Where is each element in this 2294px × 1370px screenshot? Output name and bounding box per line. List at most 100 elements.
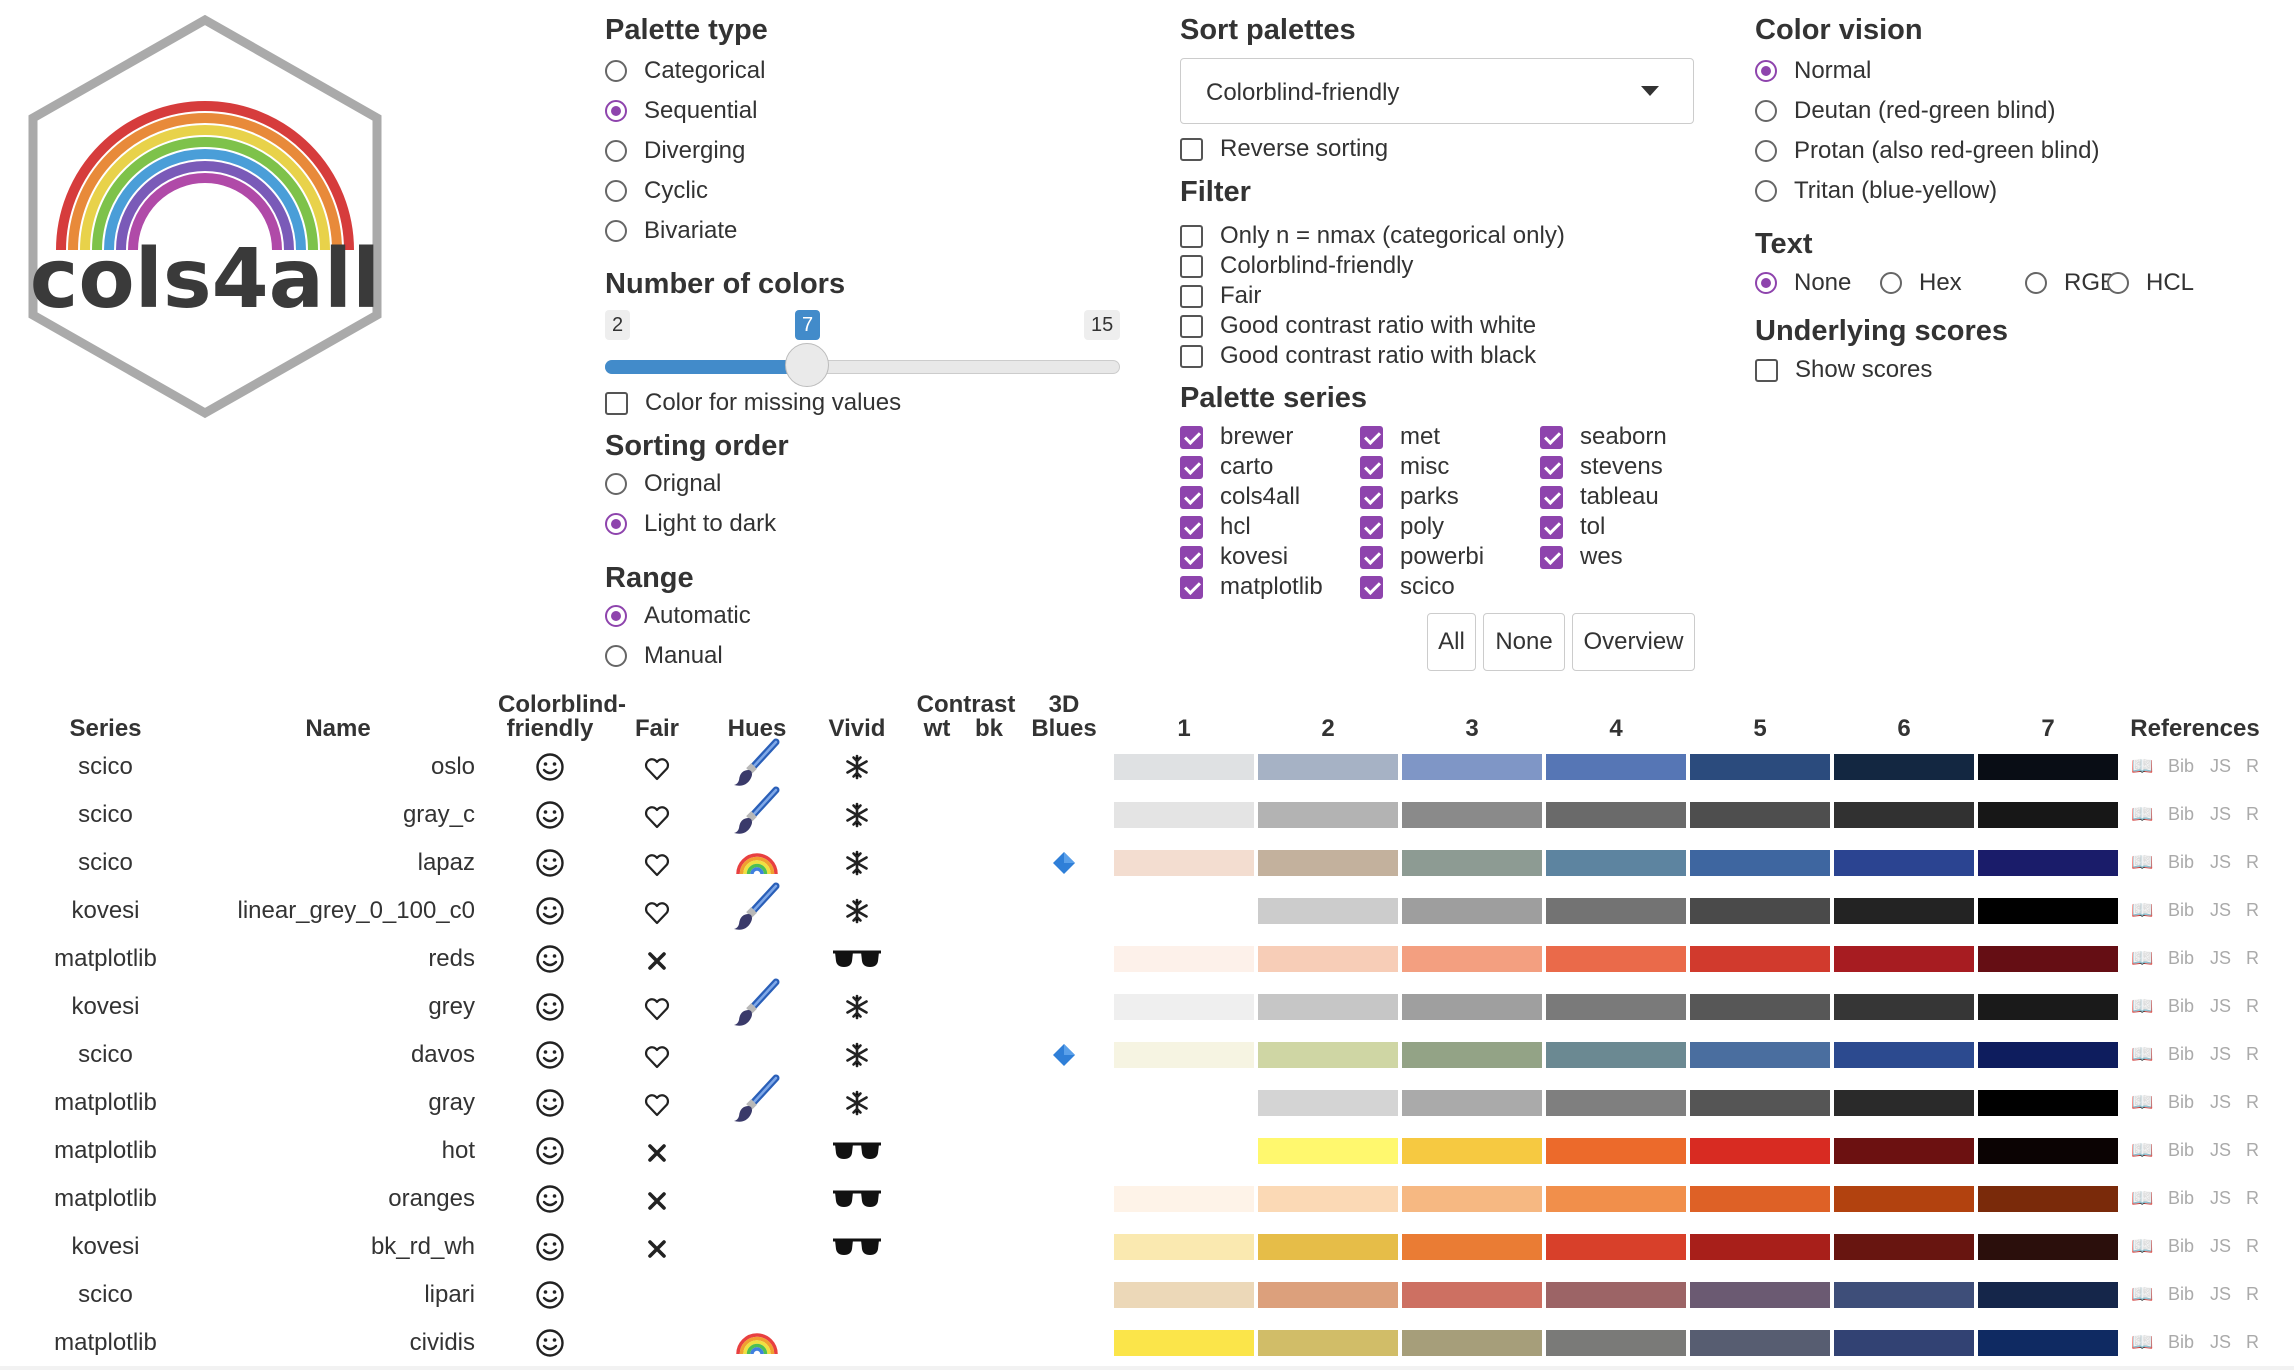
checkbox-box[interactable] xyxy=(1180,575,1203,599)
book-icon[interactable]: 📖 xyxy=(2131,852,2154,872)
book-icon[interactable]: 📖 xyxy=(2131,1044,2154,1064)
row-palette-name[interactable]: gray_c xyxy=(402,801,475,828)
r-link[interactable]: R xyxy=(2246,852,2259,872)
radio-button[interactable] xyxy=(605,605,627,627)
row-palette-name[interactable]: lapaz xyxy=(417,849,475,876)
checkbox-box[interactable] xyxy=(1360,575,1383,599)
book-icon[interactable]: 📖 xyxy=(2131,900,2154,920)
row-palette-name[interactable]: oranges xyxy=(388,1185,475,1212)
checkbox-box[interactable] xyxy=(1180,425,1203,449)
book-icon[interactable]: 📖 xyxy=(2131,1284,2154,1304)
js-link[interactable]: JS xyxy=(2210,1332,2232,1352)
radio-button[interactable] xyxy=(1755,140,1777,162)
show-scores-checkbox[interactable]: Show scores xyxy=(1755,356,1932,384)
color-vision-normal[interactable]: Normal xyxy=(1755,57,1871,85)
checkbox-box[interactable] xyxy=(1180,224,1203,248)
palette-type-bivariate[interactable]: Bivariate xyxy=(605,217,737,245)
js-link[interactable]: JS xyxy=(2210,756,2232,776)
bib-link[interactable]: Bib xyxy=(2168,996,2195,1016)
row-palette-name[interactable]: reds xyxy=(428,945,475,972)
series-powerbi[interactable]: powerbi xyxy=(1360,543,1484,571)
bib-link[interactable]: Bib xyxy=(2168,1236,2195,1256)
row-palette-name[interactable]: oslo xyxy=(430,753,475,780)
color-vision-deutan-red-green-blind[interactable]: Deutan (red-green blind) xyxy=(1755,97,2055,125)
palette-type-diverging[interactable]: Diverging xyxy=(605,137,745,165)
book-icon[interactable]: 📖 xyxy=(2131,1236,2154,1256)
radio-button[interactable] xyxy=(605,513,627,535)
checkbox-box[interactable] xyxy=(1360,545,1383,569)
radio-button[interactable] xyxy=(1880,272,1902,294)
bib-link[interactable]: Bib xyxy=(2168,1140,2195,1160)
sort-palettes-select[interactable]: Colorblind-friendly xyxy=(1180,58,1694,124)
row-palette-name[interactable]: linear_grey_0_100_c0 xyxy=(237,897,475,924)
r-link[interactable]: R xyxy=(2246,1092,2259,1112)
checkbox-box[interactable] xyxy=(1360,485,1383,509)
text-rgb[interactable]: RGB xyxy=(2025,269,2116,297)
book-icon[interactable]: 📖 xyxy=(2131,996,2154,1016)
checkbox-box[interactable] xyxy=(1180,545,1203,569)
series-parks[interactable]: parks xyxy=(1360,483,1459,511)
series-brewer[interactable]: brewer xyxy=(1180,423,1293,451)
missing-values-checkbox[interactable]: Color for missing values xyxy=(605,389,901,417)
radio-button[interactable] xyxy=(605,473,627,495)
sorting-order-orignal[interactable]: Orignal xyxy=(605,470,721,498)
checkbox-box[interactable] xyxy=(1360,515,1383,539)
r-link[interactable]: R xyxy=(2246,1140,2259,1160)
r-link[interactable]: R xyxy=(2246,996,2259,1016)
book-icon[interactable]: 📖 xyxy=(2131,1332,2154,1352)
book-icon[interactable]: 📖 xyxy=(2131,756,2154,776)
row-palette-name[interactable]: davos xyxy=(410,1041,475,1068)
checkbox-box[interactable] xyxy=(1180,344,1203,368)
js-link[interactable]: JS xyxy=(2210,804,2232,824)
all-button[interactable]: All xyxy=(1427,613,1476,671)
radio-button[interactable] xyxy=(1755,60,1777,82)
r-link[interactable]: R xyxy=(2246,804,2259,824)
checkbox-box[interactable] xyxy=(1755,358,1778,382)
checkbox-box[interactable] xyxy=(1540,425,1563,449)
color-vision-tritan-blue-yellow[interactable]: Tritan (blue-yellow) xyxy=(1755,177,1997,205)
book-icon[interactable]: 📖 xyxy=(2131,804,2154,824)
book-icon[interactable]: 📖 xyxy=(2131,948,2154,968)
bib-link[interactable]: Bib xyxy=(2168,1092,2195,1112)
bib-link[interactable]: Bib xyxy=(2168,1044,2195,1064)
js-link[interactable]: JS xyxy=(2210,900,2232,920)
row-palette-name[interactable]: cividis xyxy=(409,1329,475,1356)
overview-button[interactable]: Overview xyxy=(1572,613,1695,671)
checkbox-box[interactable] xyxy=(1540,545,1563,569)
r-link[interactable]: R xyxy=(2246,1236,2259,1256)
book-icon[interactable]: 📖 xyxy=(2131,1140,2154,1160)
checkbox-box[interactable] xyxy=(1180,314,1203,338)
sorting-order-light-to-dark[interactable]: Light to dark xyxy=(605,510,776,538)
series-wes[interactable]: wes xyxy=(1540,543,1623,571)
js-link[interactable]: JS xyxy=(2210,996,2232,1016)
checkbox-box[interactable] xyxy=(605,391,628,415)
r-link[interactable]: R xyxy=(2246,1044,2259,1064)
checkbox-box[interactable] xyxy=(1180,485,1203,509)
checkbox-box[interactable] xyxy=(1540,485,1563,509)
js-link[interactable]: JS xyxy=(2210,948,2232,968)
r-link[interactable]: R xyxy=(2246,900,2259,920)
js-link[interactable]: JS xyxy=(2210,852,2232,872)
r-link[interactable]: R xyxy=(2246,1284,2259,1304)
bib-link[interactable]: Bib xyxy=(2168,804,2195,824)
book-icon[interactable]: 📖 xyxy=(2131,1092,2154,1112)
checkbox-box[interactable] xyxy=(1180,284,1203,308)
series-matplotlib[interactable]: matplotlib xyxy=(1180,573,1323,601)
series-scico[interactable]: scico xyxy=(1360,573,1455,601)
row-palette-name[interactable]: bk_rd_wh xyxy=(370,1233,475,1260)
radio-button[interactable] xyxy=(1755,272,1777,294)
js-link[interactable]: JS xyxy=(2210,1140,2232,1160)
text-hex[interactable]: Hex xyxy=(1880,269,1962,297)
filter-fair[interactable]: Fair xyxy=(1180,282,1261,310)
js-link[interactable]: JS xyxy=(2210,1236,2232,1256)
palette-type-cyclic[interactable]: Cyclic xyxy=(605,177,708,205)
series-hcl[interactable]: hcl xyxy=(1180,513,1251,541)
row-palette-name[interactable]: lipari xyxy=(424,1281,475,1308)
checkbox-box[interactable] xyxy=(1180,455,1203,479)
r-link[interactable]: R xyxy=(2246,756,2259,776)
checkbox-box[interactable] xyxy=(1180,137,1203,161)
series-tableau[interactable]: tableau xyxy=(1540,483,1659,511)
color-vision-protan-also-red-green-blind[interactable]: Protan (also red-green blind) xyxy=(1755,137,2100,165)
checkbox-box[interactable] xyxy=(1360,455,1383,479)
js-link[interactable]: JS xyxy=(2210,1092,2232,1112)
